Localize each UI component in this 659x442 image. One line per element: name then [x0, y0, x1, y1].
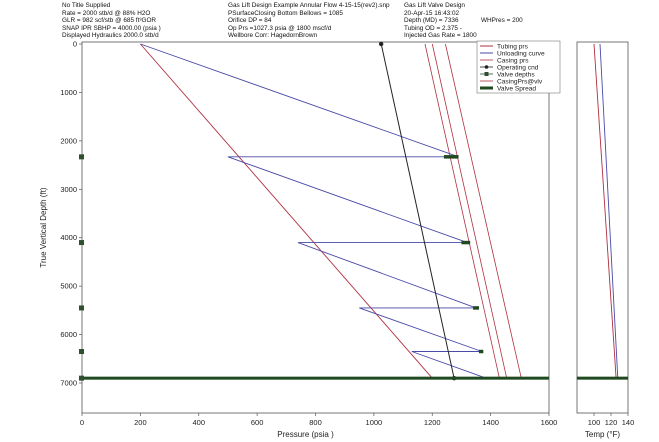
title-text: No Title Supplied: [62, 2, 111, 9]
ipr-text: SNAP IPR SBHP = 4000.00 (psia ): [62, 24, 161, 32]
casing-prs-at-valve-line: [431, 43, 508, 379]
plot-frame: [81, 41, 550, 414]
valve-depth-marker: [79, 154, 84, 160]
casing-prs-line: [380, 43, 455, 379]
valve-spread-bar: [82, 376, 549, 380]
legend-label: Operating cnd: [497, 64, 539, 71]
legend-label: Valve Spread: [497, 85, 536, 92]
x-tick-label: 800: [309, 418, 322, 427]
y-axis-label: True Vertical Depth (ft): [39, 187, 48, 268]
x-tick-label: 1000: [366, 418, 383, 427]
injected-gas-text: Injected Gas Rate = 1800: [404, 32, 477, 40]
design-type-text: Gas Lift Valve Design: [404, 2, 465, 9]
timestamp-text: 20-Apr-15 16:43:02: [404, 9, 460, 17]
y-tick-label: 3000: [60, 185, 77, 194]
glr-text: GLR = 982 scf/stb @ 685 ft³GOR: [62, 17, 157, 25]
hydraulics-text: Displayed Hydraulics 2000.0 stb/d: [62, 32, 159, 40]
legend-label: Valve depths: [497, 71, 535, 78]
legend-marker: [484, 72, 489, 76]
valve-spread-bar: [461, 240, 471, 245]
unloading-curve-line: [140, 43, 487, 379]
design-file-text: Gas Lift Design Example Annular Flow 4-1…: [228, 2, 390, 9]
whpres-text: WHPres = 200: [481, 17, 523, 25]
casing-prs-at-valve-line: [445, 43, 522, 379]
tubing-od-text: Tubing OD = 2.375 -: [404, 24, 462, 32]
x-axis-label: Pressure (psia ): [277, 430, 334, 439]
temp-panel-frame: [576, 41, 629, 414]
header-col-2: Gas Lift Design Example Annular Flow 4-1…: [228, 2, 390, 40]
x-tick-label: 1200: [424, 418, 441, 427]
temp-valve-spread-bar: [577, 376, 628, 380]
x-tick-label: 400: [192, 418, 205, 427]
y-tick-label: 1000: [60, 88, 77, 97]
y-tick-label: 2000: [60, 136, 77, 145]
depth-md-text: Depth (MD) = 7336: [404, 17, 459, 25]
operating-cnd-point: [378, 41, 384, 47]
valve-spread-bar: [443, 155, 459, 159]
x-tick-label: 1600: [541, 418, 558, 427]
orifice-dp-text: Orifice DP = 84: [228, 17, 272, 25]
closing-pressure-text: PSurfaceClosing Bottom Bellows = 1085: [228, 9, 343, 17]
temp-line: [599, 43, 619, 379]
legend-marker: [484, 65, 489, 69]
x-tick-label: 600: [251, 418, 264, 427]
temp-line: [593, 43, 617, 379]
valve-depth-marker: [79, 349, 84, 355]
header-col-1: No Title Supplied Rate = 2000 stb/d @ 88…: [62, 2, 161, 40]
y-tick-label: 5000: [60, 282, 77, 291]
x-tick-label: 200: [134, 418, 147, 427]
valve-depth-marker: [79, 375, 84, 381]
valve-spread-bar: [478, 349, 484, 354]
valve-spread-bar: [473, 306, 479, 310]
y-tick-label: 0: [73, 40, 77, 49]
x-tick-label: 1400: [482, 418, 499, 427]
casing-prs-at-valve-line: [424, 43, 500, 379]
temp-tick-label: 100: [588, 418, 601, 427]
temp-tick-label: 140: [622, 418, 635, 427]
header-col-3: Gas Lift Valve Design 20-Apr-15 16:43:02…: [404, 2, 477, 40]
y-tick-label: 7000: [60, 379, 77, 388]
legend-label: Unloading curve: [497, 50, 545, 57]
temp-tick-label: 120: [605, 418, 618, 427]
valve-depth-marker: [79, 240, 84, 246]
legend-label: Casing prs: [497, 57, 529, 64]
header-col-4: WHPres = 200: [481, 2, 523, 25]
tubing-prs-line: [140, 43, 433, 379]
wellbore-corr-text: Wellbore Corr: HagedornBrown: [228, 32, 318, 40]
valve-depth-marker: [79, 305, 84, 311]
x-tick-label: 0: [80, 418, 84, 427]
legend-label: CasingPrs@vlv: [497, 78, 543, 85]
temp-axis-label: Temp (°F): [585, 430, 621, 439]
op-prs-text: Op Prs =1027.3 psia @ 1800 mscf/d: [228, 24, 332, 32]
y-tick-label: 4000: [60, 233, 77, 242]
rate-text: Rate = 2000 stb/d @ 88% H2O: [62, 9, 151, 17]
y-tick-label: 6000: [60, 330, 77, 339]
legend-label: Tubing prs: [497, 43, 529, 50]
